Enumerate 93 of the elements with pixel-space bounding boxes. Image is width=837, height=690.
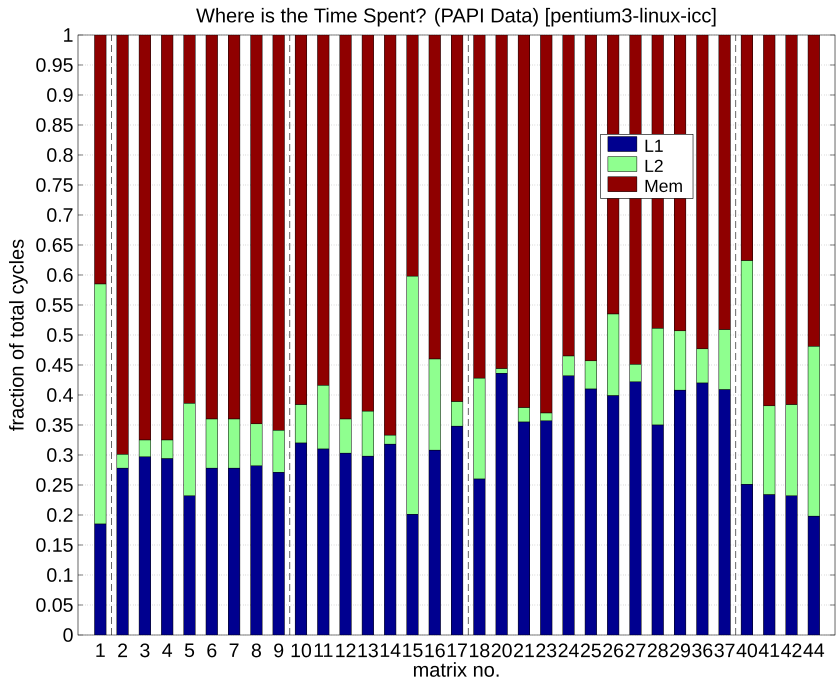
x-tick-label: 41 [758, 644, 780, 657]
x-tick-label: 29 [670, 644, 690, 658]
bar [228, 468, 240, 635]
y-tick-label: 0.7 [47, 208, 72, 222]
bar [362, 456, 374, 635]
x-tick-label: 20 [492, 644, 512, 658]
bar [473, 478, 486, 635]
bar [607, 395, 620, 635]
x-tick-label: 18 [470, 644, 490, 658]
x-tick-label: 40 [736, 644, 758, 658]
bar [496, 373, 508, 635]
bar [384, 444, 396, 635]
bar [161, 458, 174, 635]
bar [317, 448, 330, 635]
x-tick-label: 12 [336, 644, 356, 658]
x-tick-label: 28 [648, 644, 668, 658]
y-tick-label: 1 [64, 28, 73, 42]
x-tick-label: 42 [781, 644, 802, 658]
y-tick-label: 0.4 [47, 388, 73, 402]
x-tick-label: 1 [96, 644, 105, 657]
x-tick-label: 11 [314, 644, 332, 657]
y-tick-label: 0.3 [47, 448, 73, 462]
bar [116, 468, 129, 635]
x-tick-label: 6 [207, 644, 216, 658]
x-tick-label: 24 [558, 644, 579, 658]
bar [562, 376, 575, 635]
bar [138, 456, 151, 635]
legend-label: L2 [646, 160, 663, 172]
y-tick-label: 0 [63, 628, 73, 642]
x-tick-label: 7 [230, 644, 239, 657]
legend-label: L1 [646, 140, 663, 152]
y-tick-label: 0.9 [47, 88, 73, 102]
x-tick-label: 14 [380, 644, 400, 657]
bar [183, 496, 196, 635]
bar [206, 468, 218, 635]
x-tick-label: 25 [580, 644, 601, 658]
bar [94, 524, 106, 635]
x-tick-label: 15 [403, 644, 422, 658]
y-tick-label: 0.35 [36, 418, 73, 432]
bar [674, 390, 686, 635]
bar [808, 516, 820, 635]
y-tick-label: 0.8 [47, 148, 73, 162]
bar [585, 388, 597, 635]
x-tick-label: 8 [252, 644, 261, 658]
x-tick-label: 5 [184, 644, 194, 658]
y-tick-label: 0.95 [36, 58, 73, 72]
x-tick-label: 3 [140, 644, 150, 658]
bar [428, 450, 441, 635]
bar [540, 420, 552, 635]
y-tick-label: 0.2 [47, 508, 72, 522]
bar [629, 382, 642, 635]
bar [696, 382, 708, 635]
x-axis-title: matrix no. [414, 662, 499, 677]
y-tick-label: 0.15 [36, 538, 73, 552]
bar [785, 496, 798, 635]
x-tick-label: 44 [803, 644, 824, 657]
bar [652, 424, 664, 635]
x-tick-label: 17 [448, 644, 467, 657]
x-tick-label: 37 [714, 644, 734, 658]
y-tick-label: 0.45 [36, 358, 73, 372]
bar [340, 452, 352, 635]
bar [518, 422, 530, 635]
y-tick-label: 0.05 [36, 598, 73, 612]
y-tick-label: 0.5 [47, 328, 73, 342]
bar [294, 442, 308, 635]
x-tick-label: 13 [358, 644, 378, 658]
y-tick-label: 0.25 [36, 478, 73, 492]
chart-title: Where is the Time Spent? (PAPI Data) [pentium3-linux-icc] [196, 8, 716, 26]
y-tick-label: 0.85 [36, 118, 73, 132]
bar [451, 426, 464, 635]
bar [250, 466, 262, 635]
x-tick-label: 23 [536, 644, 556, 658]
x-tick-label: 2 [118, 644, 128, 658]
y-tick-label: 0.1 [47, 568, 73, 582]
y-tick-label: 0.65 [36, 238, 73, 252]
y-tick-label: 0.75 [36, 178, 73, 192]
x-tick-label: 26 [603, 644, 624, 658]
x-tick-label: 16 [425, 644, 445, 658]
x-tick-label: 36 [692, 644, 712, 658]
y-tick-label: 0.6 [47, 268, 73, 282]
legend-label: Mem [646, 180, 682, 192]
y-tick-label: 0.55 [36, 298, 73, 312]
bar [272, 472, 285, 635]
bar [740, 484, 753, 635]
bar [718, 389, 731, 635]
x-tick-label: 4 [162, 644, 172, 657]
bar [763, 494, 776, 635]
x-tick-label: 9 [274, 644, 284, 658]
x-tick-label: 10 [292, 644, 312, 658]
x-tick-label: 27 [626, 644, 646, 658]
x-tick-label: 21 [514, 644, 534, 658]
y-axis-title: fraction of total cycles [9, 240, 28, 431]
bar [406, 514, 419, 635]
